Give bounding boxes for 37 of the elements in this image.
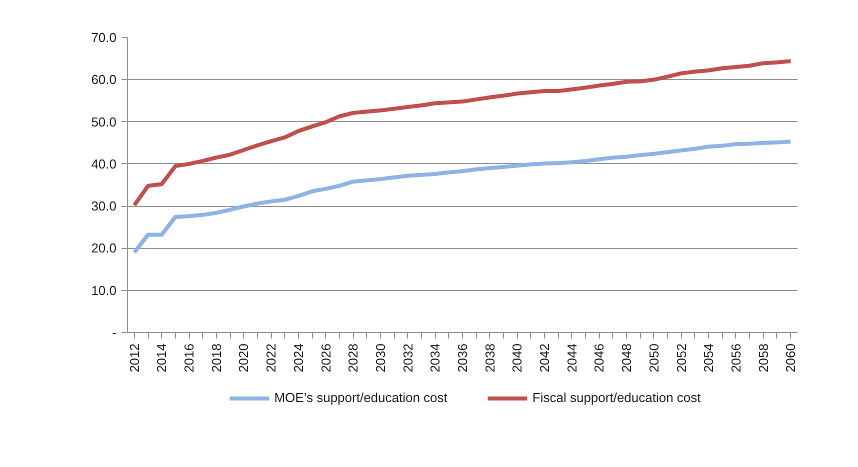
line-series (132, 59, 793, 208)
x-tick-label: 2044 (564, 344, 580, 372)
x-tick-label: 2052 (674, 344, 689, 372)
x-tick-label: 2026 (318, 344, 334, 372)
x-tick-label: 2018 (208, 344, 224, 372)
x-tick-label: 2058 (756, 344, 771, 372)
y-tick-label: 70.0 (91, 30, 117, 45)
x-tick-label: 2056 (728, 344, 744, 372)
x-tick-label: 2040 (510, 344, 525, 372)
x-tick-label: 2022 (264, 344, 279, 372)
x-tick-label: 2046 (592, 344, 607, 372)
x-tick-label: 2036 (455, 344, 470, 372)
x-tick-label: 2030 (372, 344, 388, 372)
x-tick-label: 2020 (236, 344, 252, 372)
x-tick-label: 2012 (126, 344, 142, 372)
y-tick-label: - (112, 325, 117, 340)
x-tick-label: 2032 (400, 344, 416, 372)
y-tick-label: 10.0 (91, 282, 117, 298)
x-tick-label: 2042 (537, 344, 552, 372)
x-tick-label: 2024 (290, 344, 306, 372)
x-tick-label: 2014 (154, 344, 170, 372)
x-tick-label: 2038 (482, 344, 498, 372)
y-tick-label: 20.0 (91, 240, 117, 256)
y-tick-label: 40.0 (91, 156, 117, 172)
legend-label: Fiscal support/education cost (532, 390, 701, 405)
y-tick-label: 30.0 (91, 198, 117, 214)
x-tick-label: 2050 (646, 344, 662, 372)
x-tick-label: 2048 (619, 344, 634, 372)
y-tick-label: 60.0 (91, 72, 117, 88)
y-tick-label: 50.0 (91, 114, 117, 130)
x-tick-label: 2028 (346, 344, 361, 372)
x-tick-label: 2016 (182, 344, 197, 372)
x-tick-label: 2054 (701, 344, 716, 372)
line-series (132, 140, 793, 254)
x-tick-label: 2034 (428, 344, 443, 372)
legend-label: MOE’s support/education cost (274, 390, 448, 405)
x-tick-label: 2060 (783, 344, 798, 372)
